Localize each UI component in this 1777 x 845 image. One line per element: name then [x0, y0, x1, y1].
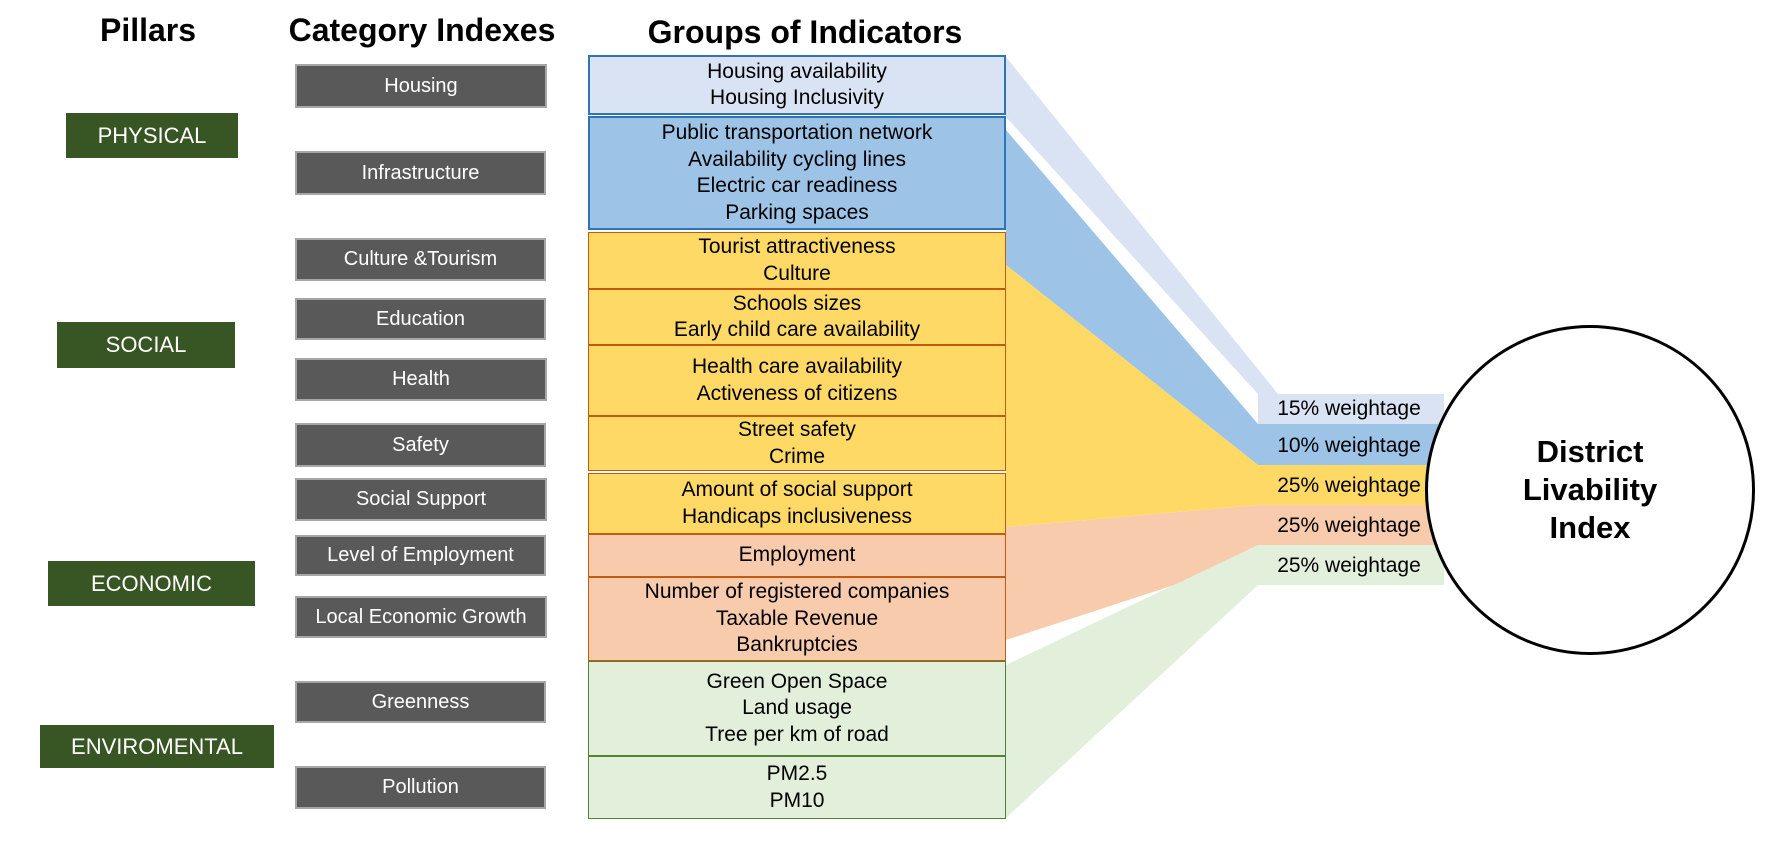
pillar-social: SOCIAL	[57, 322, 235, 368]
housing-weight-band	[1258, 394, 1444, 424]
indicator-group-infrastructure: Public transportation network Availabili…	[588, 116, 1006, 230]
indicator-label: Land usage	[742, 696, 852, 720]
indicator-label: Handicaps inclusiveness	[682, 504, 912, 528]
pillar-economic: ECONOMIC	[48, 561, 255, 606]
pillar-physical: PHYSICAL	[66, 113, 238, 158]
indicator-label: Bankruptcies	[736, 633, 858, 657]
category-social-support: Social Support	[295, 478, 547, 521]
category-culture-tourism: Culture &Tourism	[295, 238, 546, 281]
indicator-label: Green Open Space	[706, 669, 888, 693]
indicator-group-pollution: PM2.5 PM10	[588, 756, 1006, 819]
indicator-group-health: Health care availability Activeness of c…	[588, 345, 1006, 416]
weightage-social: 25% weightage	[1277, 474, 1421, 497]
category-level-of-employment: Level of Employment	[295, 535, 546, 576]
category-infrastructure: Infrastructure	[295, 151, 546, 195]
category-indexes-header: Category Indexes	[288, 12, 556, 48]
indicator-group-safety: Street safety Crime	[588, 416, 1006, 471]
indicator-label: Housing Inclusivity	[710, 86, 884, 109]
housing-flow-band	[1006, 57, 1442, 422]
weightage-physical-housing: 15% weightage	[1277, 397, 1421, 420]
category-safety: Safety	[295, 423, 546, 467]
groups-of-indicators-header: Groups of Indicators	[647, 14, 963, 50]
indicator-label: Employment	[738, 543, 856, 567]
indicator-group-housing: Housing availability Housing Inclusivity	[588, 55, 1006, 115]
indicator-label: Crime	[769, 444, 825, 468]
indicator-group-education: Schools sizes Early child care availabil…	[588, 289, 1006, 345]
indicator-label: Housing availability	[707, 59, 887, 83]
economic-flow-band	[1006, 505, 1444, 640]
indicator-label: Early child care availability	[673, 318, 921, 341]
indicator-label: PM10	[769, 788, 825, 812]
indicator-label: Street safety	[738, 418, 856, 441]
pillar-enviromental: ENVIROMENTAL	[40, 725, 274, 768]
indicator-label: Activeness of citizens	[696, 381, 898, 405]
category-greenness: Greenness	[295, 681, 546, 723]
indicator-label: Health care availability	[691, 355, 903, 378]
pillars-header: Pillars	[99, 12, 197, 48]
indicator-label: Electric car readiness	[696, 174, 898, 197]
indicator-group-culture-tourism: Tourist attractiveness Culture	[588, 232, 1006, 289]
weightage-physical-infrastructure: 10% weightage	[1277, 433, 1421, 457]
category-pollution: Pollution	[295, 766, 546, 809]
indicator-label: Tourist attractiveness	[698, 235, 896, 258]
indicator-group-employment: Employment	[588, 534, 1006, 577]
category-local-economic-growth: Local Economic Growth	[295, 596, 547, 638]
indicator-label: Availability cycling lines	[688, 147, 906, 171]
category-education: Education	[295, 298, 546, 340]
indicator-label: Amount of social support	[681, 478, 913, 501]
social-flow-band	[1006, 265, 1444, 527]
indicator-label: Taxable Revenue	[715, 606, 879, 630]
weightage-economic: 25% weightage	[1277, 514, 1421, 537]
indicator-label: Schools sizes	[732, 291, 862, 315]
environmental-flow-band	[1006, 545, 1444, 818]
indicator-label: Public transportation network	[661, 121, 933, 144]
indicator-label: Number of registered companies	[644, 580, 950, 604]
category-health: Health	[295, 358, 547, 401]
indicator-label: Tree per km of road	[705, 722, 889, 746]
district-livability-index-circle: District Livability Index	[1425, 325, 1755, 655]
category-housing: Housing	[295, 64, 547, 108]
indicator-label: PM2.5	[766, 762, 828, 785]
indicator-group-social-support: Amount of social support Handicaps inclu…	[588, 473, 1006, 534]
indicator-label: Parking spaces	[725, 200, 869, 224]
indicator-group-greenness: Green Open Space Land usage Tree per km …	[588, 661, 1006, 756]
infrastructure-flow-band	[1006, 130, 1444, 465]
weightage-environmental: 25% weightage	[1277, 554, 1421, 577]
indicator-label: Culture	[763, 261, 831, 285]
district-livability-index-label: District Livability Index	[1522, 434, 1658, 545]
indicator-group-local-economic-growth: Number of registered companies Taxable R…	[588, 577, 1006, 661]
